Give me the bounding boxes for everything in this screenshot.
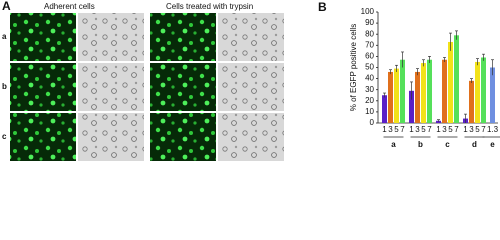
row-label: b <box>2 82 7 91</box>
figure: A Adherent cells Cells treated with tryp… <box>2 0 500 161</box>
panel-label: B <box>318 0 327 14</box>
y-tick-label: 20 <box>365 96 374 105</box>
bar-label: 5 <box>448 125 453 134</box>
bar <box>448 41 453 123</box>
bar <box>442 59 447 123</box>
bar-label: 1 <box>409 125 414 134</box>
bar <box>421 63 426 123</box>
bar-label: 1 <box>463 125 468 134</box>
bar-label: 5 <box>394 125 399 134</box>
bar-label: 1 <box>436 125 441 134</box>
bar <box>454 35 459 124</box>
bar-label: 1 <box>382 125 387 134</box>
group-label: c <box>445 140 450 149</box>
bar-label: 5 <box>475 125 480 134</box>
bar <box>400 59 405 123</box>
bar <box>427 59 432 123</box>
bar <box>409 90 414 123</box>
bar-label: 3 <box>469 125 474 134</box>
bar-label: 5 <box>421 125 426 134</box>
bar-label: 7 <box>427 125 432 134</box>
y-axis-label: % of EGFP positive cells <box>349 24 358 111</box>
y-tick-label: 0 <box>370 118 375 127</box>
group-label: e <box>490 140 495 149</box>
micrograph <box>218 63 284 111</box>
panel-label: A <box>2 0 11 13</box>
micrograph <box>150 113 216 161</box>
row-label: a <box>2 32 7 41</box>
micrograph <box>10 13 76 61</box>
bar-label: 1.3 <box>487 125 499 134</box>
bar <box>481 57 486 124</box>
y-tick-label: 60 <box>365 52 374 61</box>
bar <box>475 61 480 123</box>
y-tick-label: 10 <box>365 107 374 116</box>
bar-label: 3 <box>415 125 420 134</box>
y-tick-label: 100 <box>361 7 375 16</box>
micrograph <box>218 113 284 161</box>
y-tick-label: 50 <box>365 63 374 72</box>
micrograph <box>78 13 144 61</box>
bar-label: 3 <box>442 125 447 134</box>
micrograph <box>150 13 216 61</box>
bar <box>469 80 474 123</box>
bar <box>490 67 495 123</box>
group-label: a <box>391 140 396 149</box>
bar <box>382 95 387 123</box>
bar <box>415 71 420 123</box>
y-tick-label: 80 <box>365 29 374 38</box>
bar-label: 7 <box>400 125 405 134</box>
column-header: Cells treated with trypsin <box>166 2 253 11</box>
micrograph <box>10 63 76 111</box>
bar-label: 7 <box>454 125 459 134</box>
y-tick-label: 30 <box>365 85 374 94</box>
micrograph <box>10 113 76 161</box>
group-label: d <box>472 140 477 149</box>
micrograph <box>78 113 144 161</box>
y-tick-label: 40 <box>365 74 374 83</box>
bar <box>388 71 393 123</box>
y-tick-label: 70 <box>365 40 374 49</box>
micrographs <box>10 13 284 161</box>
group-label: b <box>418 140 423 149</box>
column-header: Adherent cells <box>44 2 95 11</box>
micrograph <box>150 63 216 111</box>
bar-label: 7 <box>481 125 486 134</box>
row-label: c <box>2 132 7 141</box>
y-tick-label: 90 <box>365 18 374 27</box>
bar <box>394 68 399 123</box>
bar-label: 3 <box>388 125 393 134</box>
micrograph <box>218 13 284 61</box>
micrograph <box>78 63 144 111</box>
